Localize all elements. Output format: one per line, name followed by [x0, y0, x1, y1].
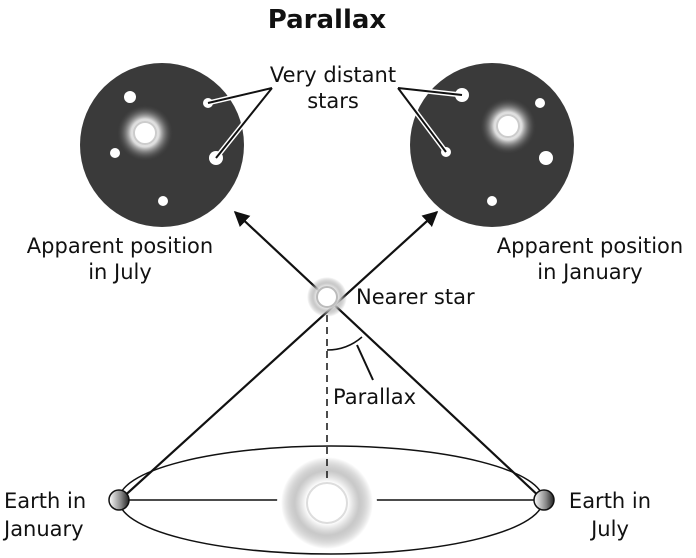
- earth-july-label: July: [589, 517, 629, 541]
- parallax-diagram: Parallax Very distant stars Apparent pos…: [0, 0, 696, 558]
- angle-pointer: [357, 345, 373, 380]
- january-view-label: in January: [537, 260, 642, 284]
- distant-stars-label: stars: [307, 89, 359, 113]
- title: Parallax: [268, 5, 387, 35]
- july-view-label: in July: [88, 260, 152, 284]
- earth-july-label: Earth in: [569, 489, 651, 513]
- earth-january-label: January: [2, 517, 84, 541]
- distant-stars-label: Very distant: [270, 63, 396, 87]
- july-view-label: Apparent position: [27, 234, 213, 258]
- parallax-arc: [327, 337, 362, 350]
- earth-july: [534, 490, 554, 510]
- nearer-star: [317, 287, 337, 307]
- nearer-star-label: Nearer star: [356, 285, 475, 309]
- january-sky: [410, 63, 574, 227]
- july-sky: [80, 63, 244, 227]
- sun-core: [307, 483, 347, 523]
- earth-january: [109, 490, 129, 510]
- angle-label: Parallax: [333, 385, 416, 409]
- january-view-label: Apparent position: [497, 234, 683, 258]
- earth-january-label: Earth in: [4, 489, 86, 513]
